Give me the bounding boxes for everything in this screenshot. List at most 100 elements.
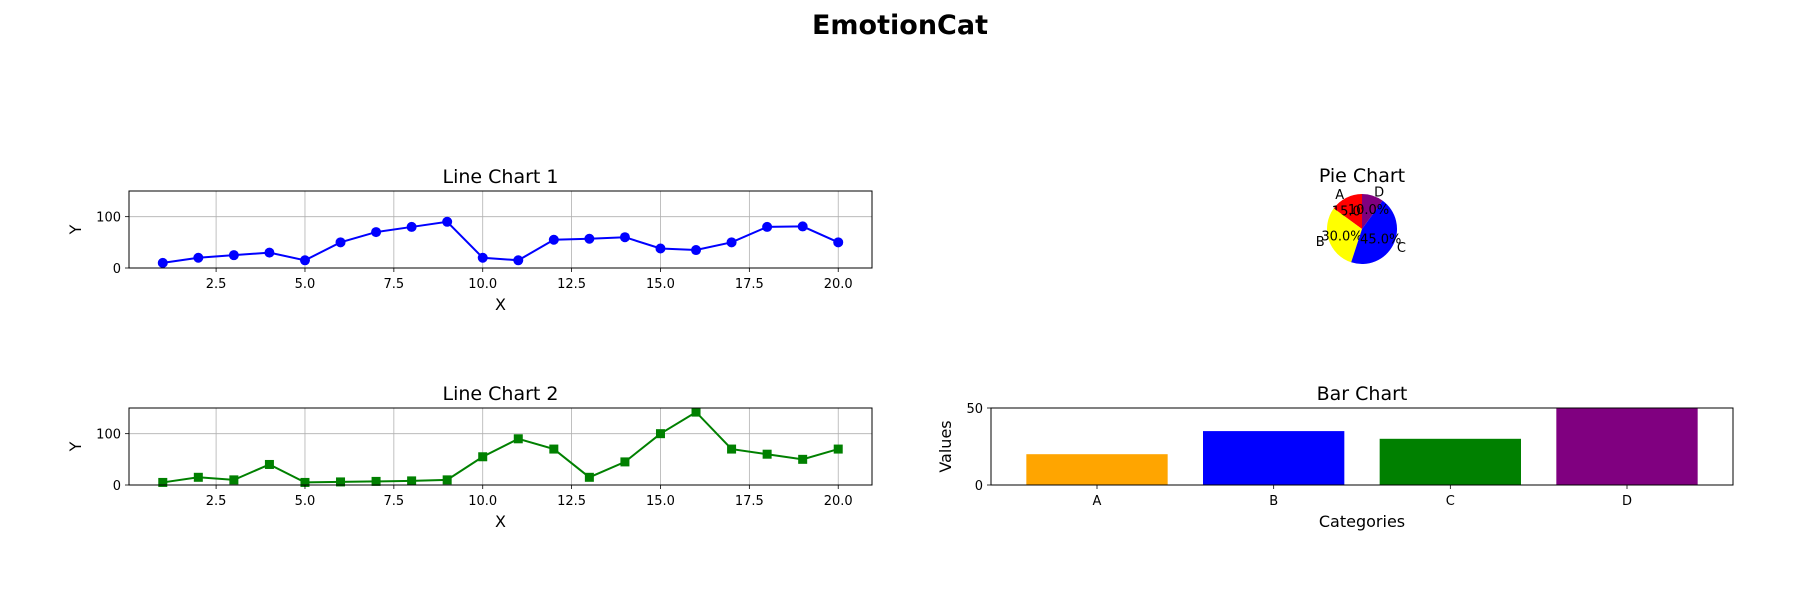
data-point [655,243,666,254]
data-point [264,247,275,258]
data-point [193,472,203,482]
data-point [727,444,737,454]
data-point [300,477,310,487]
data-point [833,237,844,248]
line-chart-1: 2.5 5.0 7.5 10.0 12.5 15.0 17.5 20.0 0 100 Line C… [66,166,873,314]
data-point [229,475,239,485]
bar-chart: A B C D 0 50 Bar Chart Categories Values [936,383,1734,531]
chart-title: Line Chart 2 [443,383,559,405]
data-point [620,457,630,467]
x-tick-label: A [1093,494,1102,509]
data-point [833,444,843,454]
data-point [691,407,701,417]
data-point [442,475,452,485]
data-point [228,250,239,261]
pie-chart: A15.0%B30.0%C45.0%D10.0% Pie Chart [1316,165,1406,265]
x-tick-label: D [1622,494,1632,509]
chart-title: Pie Chart [1319,165,1405,187]
line-chart-2: 2.5 5.0 7.5 10.0 12.5 15.0 17.5 20.0 0 100 Line C… [66,383,873,531]
data-point [584,472,594,482]
y-tick-label: 0 [113,262,121,277]
data-point [477,252,488,263]
data-point [549,444,559,454]
bar [1556,408,1698,485]
data-point [264,459,274,469]
data-point [513,434,523,444]
y-axis-label: Y [66,441,85,452]
data-point [619,232,630,243]
y-axis-label: Y [66,224,85,235]
figure-title: EmotionCat [812,10,988,41]
x-tick-label: 17.5 [735,277,764,292]
x-tick-label: 2.5 [206,277,227,292]
pie-percent-label: 30.0% [1321,229,1362,244]
pie-percent-label: 10.0% [1348,203,1389,218]
data-point [655,429,665,439]
axes-frame [128,190,873,269]
pie-label: D [1374,186,1384,201]
data-point [762,449,772,459]
data-point [584,233,595,244]
x-tick-label: 10.0 [468,494,497,509]
x-tick-label: 2.5 [206,494,227,509]
data-point [798,454,808,464]
x-tick-label: 20.0 [824,277,853,292]
x-tick-label: 12.5 [557,277,586,292]
data-point [762,221,773,232]
data-point [407,476,417,486]
y-tick-label: 50 [966,402,983,417]
data-point [371,227,382,238]
y-tick-label: 100 [96,211,121,226]
data-point [548,234,559,245]
data-point [158,477,168,487]
x-tick-label: 12.5 [557,494,586,509]
x-tick-label: 10.0 [468,277,497,292]
chart-title: Bar Chart [1317,383,1408,405]
y-tick-label: 0 [113,479,121,494]
bar [1203,431,1345,485]
x-tick-label: 15.0 [646,494,675,509]
data-point [478,452,488,462]
pie-label: B [1316,235,1325,250]
pie-slice [1351,200,1398,265]
x-tick-label: 20.0 [824,494,853,509]
x-tick-label: B [1269,494,1278,509]
x-tick-label: 17.5 [735,494,764,509]
bar [1379,438,1521,485]
x-tick-label: 7.5 [384,277,405,292]
y-axis-label: Values [936,420,955,472]
x-tick-label: 5.0 [295,494,316,509]
x-tick-label: 15.0 [646,277,675,292]
axes-frame [990,407,1734,486]
pie-label: A [1335,188,1344,203]
data-point [513,255,524,266]
data-point [797,221,808,232]
series-line [162,410,839,484]
data-point [157,257,168,268]
data-point [193,252,204,263]
pie-slice [1362,194,1383,229]
x-axis-label: Categories [1319,512,1405,531]
data-point [299,255,310,266]
x-tick-label: 7.5 [384,494,405,509]
data-point [442,216,453,227]
x-tick-label: 5.0 [295,277,316,292]
data-point [406,221,417,232]
x-axis-label: X [495,295,506,314]
x-axis-label: X [495,512,506,531]
bar [1026,454,1168,485]
pie-slice [1333,194,1362,229]
data-point [691,245,702,256]
x-tick-label: C [1446,494,1455,509]
data-point [336,477,346,487]
data-point [726,237,737,248]
axes-frame [128,407,873,486]
series-line [162,220,839,264]
pie-label: C [1397,241,1406,256]
y-tick-label: 0 [975,479,983,494]
data-point [335,237,346,248]
data-point [371,476,381,486]
pie-slice [1326,208,1362,263]
